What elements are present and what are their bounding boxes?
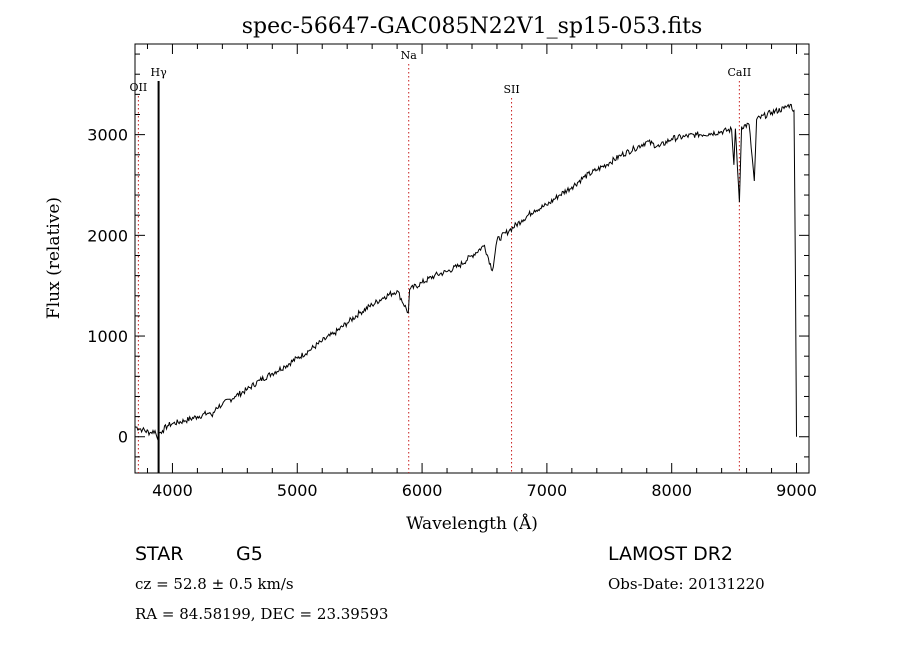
chart-title: spec-56647-GAC085N22V1_sp15-053.fits xyxy=(242,14,703,39)
info-block: STAR G5 LAMOST DR2 cz = 52.8 ± 0.5 km/s … xyxy=(135,543,765,623)
object-class: STAR xyxy=(135,543,183,565)
x-axis-label: Wavelength (Å) xyxy=(406,513,538,534)
line-marker-label: OII xyxy=(130,81,148,94)
axis-ticks: 4000 5000 6000 7000 8000 9000 0 1000 2000 3000 xyxy=(87,44,817,500)
y-axis-label: Flux (relative) xyxy=(44,197,64,319)
plot-area xyxy=(134,43,810,474)
ra-dec-coordinates: RA = 84.58199, DEC = 23.39593 xyxy=(135,605,388,623)
x-tick-label: 4000 xyxy=(152,481,193,500)
y-tick-label: 3000 xyxy=(87,126,128,145)
y-tick-label: 2000 xyxy=(87,226,128,245)
survey-name: LAMOST DR2 xyxy=(608,543,733,565)
x-tick-label: 9000 xyxy=(776,481,817,500)
y-tick-label: 0 xyxy=(118,428,128,447)
x-tick-label: 8000 xyxy=(651,481,692,500)
x-tick-label: 5000 xyxy=(277,481,318,500)
redshift-cz: cz = 52.8 ± 0.5 km/s xyxy=(135,575,294,593)
object-subclass: G5 xyxy=(236,543,263,565)
x-tick-label: 7000 xyxy=(527,481,568,500)
line-marker-label: SII xyxy=(503,83,519,96)
line-marker-label: CaII xyxy=(728,66,752,79)
line-marker-label: Na xyxy=(401,49,418,62)
observation-date: Obs-Date: 20131220 xyxy=(608,575,765,593)
line-marker-label: Hγ xyxy=(151,66,168,79)
y-tick-label: 1000 xyxy=(87,327,128,346)
x-tick-label: 6000 xyxy=(402,481,443,500)
spectrum-series-line xyxy=(134,103,797,441)
